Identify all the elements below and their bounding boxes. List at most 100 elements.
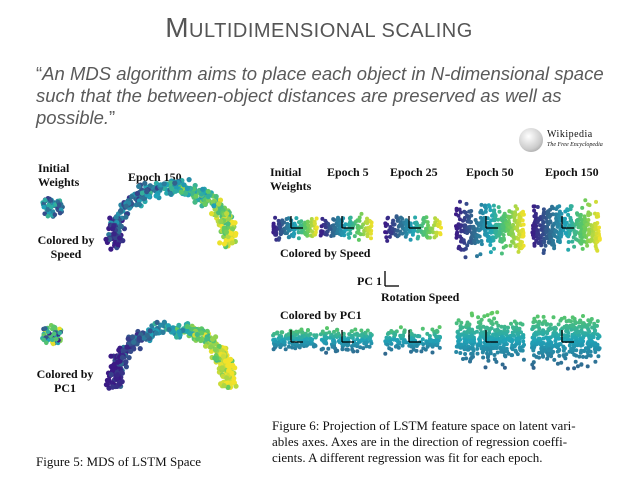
fig6-pc1-dot (470, 347, 475, 351)
fig5-epoch-dot (192, 199, 198, 205)
fig6-pc1-dot (480, 350, 485, 355)
fig6-speed-dot (521, 209, 525, 214)
fig6-pc1-dot (557, 347, 562, 352)
fig6-pc1-dot (383, 339, 388, 344)
fig5-epoch-dot (216, 201, 222, 207)
fig6-speed-dot (439, 225, 443, 230)
fig5-epoch-dot (153, 330, 159, 336)
fig5-epoch-dot (107, 215, 113, 221)
fig6-pc1-dot (515, 336, 520, 341)
fig6-speed-dot (477, 227, 482, 232)
fig6-speed-dot (424, 226, 428, 231)
fig6-speed-dot (543, 243, 548, 248)
fig6-pc1-dot (510, 343, 515, 348)
fig5-epoch-dot (229, 370, 235, 376)
fig6-pc1-dot (350, 347, 355, 352)
fig6-speed-dot (407, 229, 412, 234)
fig6-pc1-dot (327, 330, 332, 335)
fig6-speed-dot (460, 228, 465, 233)
fig5-epoch-dot (142, 180, 148, 186)
fig6-speed-dot (478, 215, 483, 220)
fig6-pc1-dot (555, 361, 560, 366)
fig5-epoch-dot (220, 353, 226, 360)
fig6-speed-dot (512, 218, 517, 223)
fig5-epoch-dot (172, 180, 178, 186)
fig6-speed-dot (273, 232, 278, 237)
fig6-speed-dot (421, 221, 426, 226)
fig6-header-initial: Initial Weights (270, 165, 312, 193)
fig6-caption-line2: ables axes. Axes are in the direction of… (272, 434, 568, 449)
fig6-speed-dot (467, 239, 472, 244)
fig6-speed-dot (271, 221, 276, 226)
fig6-pc1-dot (489, 311, 494, 316)
fig6-speed-dot (513, 244, 518, 249)
fig6-pc1-dot (463, 345, 468, 349)
fig6-pc1-dot (574, 326, 579, 331)
fig6-speed-dot (319, 229, 324, 234)
fig6-pc1-dot (562, 315, 567, 320)
fig6-speed-dot (398, 215, 403, 220)
fig6-speed-dot (496, 233, 501, 238)
fig6-speed-dot (478, 210, 483, 215)
fig6-speed-dot (500, 218, 505, 223)
fig6-pc1-dot (383, 351, 388, 356)
fig6-pc1-dot (310, 337, 315, 342)
fig6-speed-dot (497, 209, 502, 214)
fig5-epoch-dot (147, 328, 153, 334)
fig6-pc1-dot (481, 355, 486, 360)
fig6-pc1-dot (300, 330, 305, 335)
fig6-speed-dot (457, 217, 462, 222)
fig6-pc1-dot (475, 325, 480, 330)
fig6-pc1-dot (502, 353, 507, 358)
fig6-pc1-dot (482, 314, 487, 319)
fig6-pc1-dot (401, 333, 406, 338)
fig6-speed-dot (493, 229, 498, 234)
fig5-epoch-dot (225, 384, 231, 390)
fig6-speed-dot (454, 232, 459, 237)
fig6-pc1-dot (518, 345, 523, 350)
fig6-pc1-dot (584, 355, 589, 360)
fig5-epoch-dot (218, 218, 224, 225)
fig6-speed-dot (368, 219, 373, 224)
fig6-pc1-dot (581, 314, 585, 318)
fig5-epoch-dot (125, 336, 131, 342)
fig6-header-epoch150: Epoch 150 (545, 165, 599, 179)
fig6-speed-dot (542, 240, 546, 245)
fig5-epoch-dot (130, 334, 136, 340)
fig6-pc1-dot (294, 341, 299, 346)
fig6-speed-dot (458, 234, 462, 239)
fig6-speed-dot (510, 239, 514, 244)
fig6-speed-dot (277, 236, 282, 241)
fig6-speed-dot (590, 232, 595, 237)
fig6-speed-dot (567, 223, 572, 228)
fig6-pc1-dot (345, 343, 350, 348)
fig6-speed-dot (404, 232, 409, 237)
fig6-pc1-dot (556, 333, 561, 338)
fig6-pc1-dot (587, 349, 592, 354)
fig6-pc1-dot (578, 350, 583, 355)
fig5-epoch-dot (205, 188, 211, 195)
fig6-speed-dot (578, 212, 583, 217)
fig6-pc1-dot (532, 316, 537, 321)
fig6-speed-dot (284, 217, 289, 221)
fig6-speed-dot (347, 221, 352, 226)
fig6-speed-dot (492, 218, 497, 223)
fig6-speed-dot (299, 230, 304, 235)
fig5-epoch-dot (107, 236, 113, 242)
fig5-epoch-dot (200, 186, 206, 192)
fig6-pc1-dot (580, 342, 585, 347)
fig6-pc1-dot (499, 349, 504, 354)
fig6-pc1-dot (510, 347, 515, 352)
fig6-speed-dot (394, 214, 399, 219)
fig6-speed-dot (438, 232, 443, 237)
fig6-pc1-dot (396, 345, 401, 350)
fig6-speed-dot (551, 232, 556, 237)
fig6-pc1-dot (557, 353, 562, 358)
fig5-initial-dot (42, 197, 48, 203)
fig6-speed-dot (536, 241, 541, 245)
fig6-speed-dot (454, 208, 459, 213)
fig6-caption: Figure 6: Projection of LSTM feature spa… (272, 418, 622, 466)
fig5-initial-dot (57, 210, 63, 216)
fig6-pc1-dot (344, 337, 349, 342)
